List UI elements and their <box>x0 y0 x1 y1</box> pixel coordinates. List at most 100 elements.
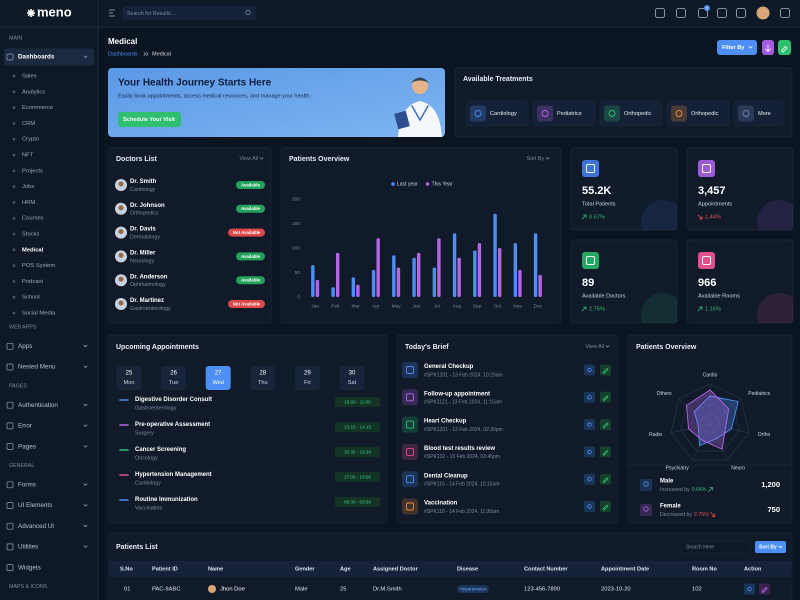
day-name[interactable]: Tue <box>169 380 178 386</box>
header-icon[interactable] <box>717 8 727 18</box>
column-header: Age <box>340 566 351 572</box>
nav-subitem[interactable]: NFT <box>22 153 34 159</box>
treatment-label[interactable]: Pediatrics <box>557 111 582 117</box>
nav-item[interactable]: Error <box>18 423 32 430</box>
nav-item[interactable]: Widgets <box>18 564 41 571</box>
day-date[interactable]: 27 <box>215 371 222 377</box>
day-tab[interactable] <box>294 366 320 390</box>
day-name[interactable]: Mon <box>124 380 135 386</box>
search-placeholder[interactable]: Search Here <box>686 545 714 551</box>
search-placeholder[interactable]: Search for Results... <box>127 11 175 17</box>
sort-button[interactable] <box>755 541 786 553</box>
nav-item[interactable]: Nested Menu <box>18 364 56 371</box>
day-date[interactable]: 30 <box>349 371 356 377</box>
nav-item[interactable]: Apps <box>18 343 32 350</box>
treatment-item[interactable] <box>532 100 596 127</box>
header-icon[interactable] <box>698 8 708 18</box>
view-button[interactable] <box>584 391 595 403</box>
view-button[interactable] <box>744 583 755 595</box>
nav-subitem[interactable]: HRM <box>22 200 35 206</box>
day-name[interactable]: Fri <box>304 380 311 386</box>
nav-item[interactable]: Advanced UI <box>18 523 54 530</box>
nav-item[interactable]: Utilities <box>18 544 38 551</box>
sort-label[interactable]: Sort By <box>759 545 777 551</box>
day-tab[interactable] <box>116 366 142 390</box>
search-box[interactable] <box>122 6 256 20</box>
nav-subitem[interactable]: School <box>22 295 40 301</box>
nav-item[interactable]: Dashboards <box>18 54 55 61</box>
legend-marker <box>391 182 395 186</box>
day-date[interactable]: 28 <box>259 371 266 377</box>
nav-subitem[interactable]: Stocks <box>22 232 39 238</box>
header-icon[interactable] <box>736 8 746 18</box>
view-button[interactable] <box>584 473 595 485</box>
treatment-label[interactable]: More <box>758 111 771 117</box>
nav-subitem[interactable]: Crypto <box>22 137 39 143</box>
day-tab[interactable] <box>205 366 231 390</box>
nav-subitem[interactable]: Ecommerce <box>22 105 53 111</box>
view-all-link[interactable]: View All <box>240 156 258 162</box>
appointment-title: Hypertension Management <box>135 472 212 478</box>
doctor-name: Dr. Smith <box>130 179 157 185</box>
nav-item[interactable]: Authentication <box>18 402 58 409</box>
nav-item[interactable]: Pages <box>18 443 36 450</box>
bar <box>335 252 340 297</box>
caret-icon <box>83 483 88 486</box>
x-tick-label: Jan <box>311 303 319 309</box>
view-button[interactable] <box>584 364 595 376</box>
nav-subitem[interactable]: Projects <box>22 168 43 174</box>
day-name[interactable]: Wed <box>212 380 223 386</box>
nav-subitem[interactable]: Social Media <box>22 311 56 317</box>
nav-subitem[interactable]: Podcast <box>22 279 43 285</box>
treatment-label[interactable]: Orthopedic <box>624 111 652 117</box>
brief-icon <box>402 362 418 378</box>
treatment-item[interactable] <box>465 100 529 127</box>
edit-icon <box>780 45 788 53</box>
nav-subitem[interactable]: CRM <box>22 121 35 127</box>
day-tab[interactable] <box>250 366 276 390</box>
header-icon[interactable] <box>780 8 790 18</box>
nav-item[interactable]: Forms <box>18 481 36 488</box>
nav-subitem[interactable]: Sales <box>22 74 37 80</box>
treatment-item[interactable] <box>733 100 784 127</box>
gender-card <box>627 334 793 524</box>
nav-item[interactable]: UI Elements <box>18 502 52 509</box>
filter-button[interactable] <box>717 40 757 55</box>
hero-button[interactable] <box>118 112 181 127</box>
treatment-item[interactable] <box>666 100 730 127</box>
treatment-item[interactable] <box>599 100 663 127</box>
day-date[interactable]: 25 <box>126 371 133 377</box>
treatment-label[interactable]: Cardiology <box>490 111 517 117</box>
day-tab[interactable] <box>161 366 187 390</box>
day-name[interactable]: Thu <box>258 380 268 386</box>
nav-subitem[interactable]: Courses <box>22 216 44 222</box>
hero-button-label[interactable]: Schedule Your Visit <box>123 117 175 123</box>
view-all-link[interactable]: View All <box>586 344 604 350</box>
day-date[interactable]: 29 <box>304 371 311 377</box>
view-button[interactable] <box>584 419 595 431</box>
doctors-card <box>107 147 272 324</box>
nav-subitem[interactable]: Analytics <box>22 89 45 95</box>
treatment-label[interactable]: Orthopedic <box>691 111 719 117</box>
sort-link[interactable]: Sort By <box>527 156 545 162</box>
time-pill <box>335 422 380 432</box>
day-date[interactable]: 26 <box>170 371 177 377</box>
view-button[interactable] <box>584 446 595 458</box>
table-search[interactable] <box>680 540 751 554</box>
nav-subitem[interactable]: Medical <box>22 247 44 253</box>
x-tick-label: Sep <box>473 303 482 309</box>
view-button[interactable] <box>584 501 595 512</box>
treatment-icon <box>738 105 754 122</box>
caret-icon <box>83 55 88 59</box>
bar <box>371 270 376 297</box>
nav-subitem[interactable]: Jobs <box>22 184 34 190</box>
day-name[interactable]: Sat <box>348 380 357 386</box>
header-icon[interactable] <box>655 8 665 18</box>
day-tab[interactable] <box>339 366 365 390</box>
user-avatar[interactable] <box>756 6 770 20</box>
breadcrumb-link[interactable]: Dashboards <box>108 51 138 57</box>
edit-icon <box>602 367 609 375</box>
filter-label[interactable]: Filter By <box>722 45 745 51</box>
header-icon[interactable] <box>676 8 686 18</box>
nav-subitem[interactable]: POS System <box>22 263 55 269</box>
